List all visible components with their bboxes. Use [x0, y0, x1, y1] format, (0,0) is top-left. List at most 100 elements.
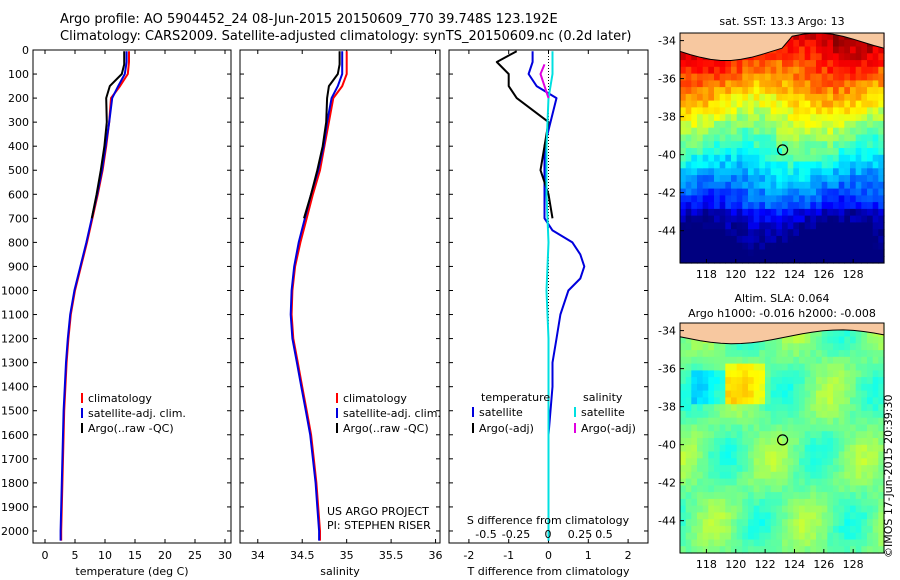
map-cell: [878, 134, 885, 142]
map-cell: [725, 168, 732, 176]
map-x-tick-label: 118: [696, 558, 717, 571]
map-cell: [850, 208, 857, 217]
map-cell: [827, 356, 834, 365]
map-x-tick-label: 122: [755, 268, 776, 281]
map-cell: [765, 532, 772, 541]
map-cell: [827, 208, 834, 217]
map-y-tick-label: -36: [658, 73, 676, 86]
map-y-tick-label: -44: [658, 225, 676, 238]
map-cell: [685, 485, 692, 493]
map-cell: [748, 222, 755, 230]
map-cell: [804, 154, 811, 163]
map-cell: [742, 451, 749, 459]
map-cell: [782, 53, 789, 61]
map-cell: [821, 222, 828, 230]
map-cell: [821, 161, 828, 169]
map-cell: [821, 235, 828, 244]
map-cell: [742, 154, 749, 163]
map-cell: [844, 383, 851, 392]
map-cell: [691, 465, 698, 473]
map-cell: [799, 383, 806, 392]
map-cell: [765, 120, 772, 129]
map-cell: [708, 478, 715, 486]
map-cell: [844, 485, 851, 493]
map-cell: [759, 383, 766, 392]
map-cell: [850, 498, 857, 507]
map-cell: [816, 397, 823, 405]
map-cell: [748, 66, 755, 75]
map-cell: [731, 127, 738, 136]
map-cell: [867, 127, 874, 136]
map-cell: [731, 148, 738, 156]
map-cell: [844, 404, 851, 412]
map-cell: [855, 120, 862, 129]
map-cell: [878, 141, 885, 149]
map-cell: [680, 424, 687, 432]
map-cell: [697, 512, 704, 520]
map-cell: [753, 485, 760, 493]
map-cell: [810, 134, 817, 142]
map-cell: [770, 208, 777, 217]
map-cell: [850, 458, 857, 466]
map-cell: [872, 390, 879, 398]
map-cell: [793, 438, 800, 446]
map-cell: [861, 498, 868, 507]
map-cell: [770, 168, 777, 176]
map-cell: [833, 181, 840, 190]
map-cell: [838, 33, 845, 41]
map-cell: [810, 66, 817, 75]
map-cell: [742, 539, 749, 547]
map-cell: [753, 539, 760, 547]
map-cell: [855, 417, 862, 426]
map-cell: [725, 390, 732, 398]
map-cell: [753, 181, 760, 190]
map-cell: [685, 256, 692, 264]
map-cell: [804, 397, 811, 405]
map-cell: [850, 114, 857, 122]
map-cell: [821, 120, 828, 129]
map-cell: [714, 175, 721, 183]
map-cell: [855, 424, 862, 432]
map-cell: [850, 404, 857, 412]
map-cell: [833, 424, 840, 432]
map-cell: [708, 222, 715, 230]
map-cell: [838, 458, 845, 466]
map-cell: [838, 343, 845, 351]
map-cell: [742, 438, 749, 446]
map-cell: [855, 404, 862, 412]
map-cell: [702, 93, 709, 102]
map-cell: [833, 336, 840, 344]
map-cell: [731, 202, 738, 210]
map-cell: [816, 100, 823, 108]
map-cell: [714, 397, 721, 405]
map-cell: [765, 53, 772, 61]
map-cell: [680, 471, 687, 480]
map-cell: [708, 498, 715, 507]
map-cell: [855, 383, 862, 392]
map-cell: [725, 492, 732, 500]
map-cell: [702, 363, 709, 371]
legend-label: Argo(-adj): [479, 422, 534, 435]
map-cell: [816, 39, 823, 48]
map-cell: [765, 478, 772, 486]
map-cell: [731, 154, 738, 163]
map-cell: [770, 343, 777, 351]
map-cell: [861, 46, 868, 54]
map-cell: [833, 134, 840, 142]
map-cell: [719, 410, 726, 419]
map-cell: [691, 397, 698, 405]
map-cell: [799, 242, 806, 251]
map-cell: [804, 208, 811, 217]
map-cell: [697, 431, 704, 439]
map-cell: [861, 242, 868, 251]
map-cell: [691, 202, 698, 210]
map-cell: [782, 465, 789, 473]
map-cell: [753, 492, 760, 500]
map-cell: [804, 114, 811, 122]
map-cell: [748, 235, 755, 244]
map-cell: [685, 532, 692, 541]
map-cell: [685, 438, 692, 446]
map-cell: [725, 188, 732, 196]
map-cell: [770, 235, 777, 244]
map-cell: [804, 66, 811, 75]
